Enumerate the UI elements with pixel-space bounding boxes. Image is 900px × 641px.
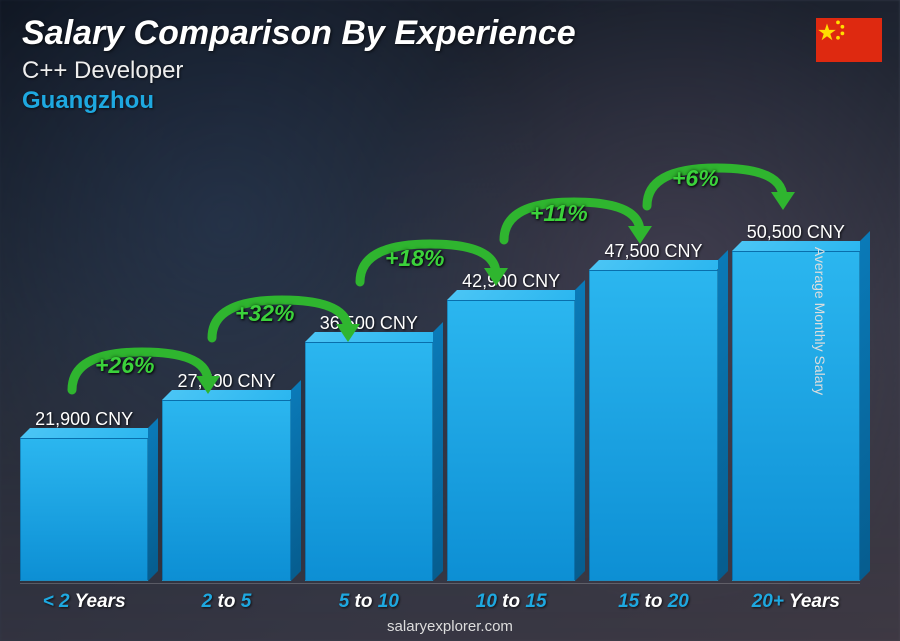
bar-front-face <box>447 300 575 581</box>
x-axis-label: 15 to 20 <box>589 591 717 613</box>
pct-change-label: +18% <box>385 245 444 272</box>
bar-slot: 21,900 CNY <box>20 409 148 581</box>
bar-front-face <box>589 270 717 581</box>
bar-top-face <box>162 390 300 400</box>
bar-side-face <box>148 418 158 581</box>
bar-slot: 36,500 CNY <box>305 313 433 581</box>
pct-change-label: +32% <box>235 300 294 327</box>
pct-change-label: +26% <box>95 352 154 379</box>
bar-top-face <box>20 428 158 438</box>
bar <box>732 251 860 581</box>
bar-slot: 47,500 CNY <box>589 241 717 581</box>
subtitle-job: C++ Developer <box>22 57 576 85</box>
bar-side-face <box>291 380 301 581</box>
bar-value-label: 50,500 CNY <box>747 222 845 243</box>
pct-change-label: +6% <box>672 165 719 192</box>
bar-top-face <box>447 290 585 300</box>
bar-front-face <box>305 342 433 581</box>
bar-top-face <box>305 332 443 342</box>
header: Salary Comparison By Experience C++ Deve… <box>22 14 576 115</box>
bar-value-label: 47,500 CNY <box>604 241 702 262</box>
bar-front-face <box>20 438 148 581</box>
bar-value-label: 27,700 CNY <box>177 371 275 392</box>
china-flag-icon <box>816 18 882 62</box>
bar-value-label: 36,500 CNY <box>320 313 418 334</box>
x-axis-label: 2 to 5 <box>162 591 290 613</box>
bar-front-face <box>162 400 290 581</box>
bar-value-label: 21,900 CNY <box>35 409 133 430</box>
x-axis-label: 5 to 10 <box>305 591 433 613</box>
bar-side-face <box>575 280 585 581</box>
bar-side-face <box>718 250 728 581</box>
x-axis-labels: < 2 Years 2 to 5 5 to 10 10 to 15 15 to 20 20… <box>20 591 860 613</box>
bar-top-face <box>732 241 870 251</box>
x-axis-label: 20+ Years <box>732 591 860 613</box>
bar-front-face <box>732 251 860 581</box>
bar-side-face <box>860 231 870 581</box>
y-axis-label: Average Monthly Salary <box>812 246 828 394</box>
bar-slot: 27,700 CNY <box>162 371 290 581</box>
bar <box>20 438 148 581</box>
baseline <box>20 583 860 584</box>
bar-top-face <box>589 260 727 270</box>
footer-source: salaryexplorer.com <box>0 618 900 635</box>
x-axis-label: < 2 Years <box>20 591 148 613</box>
bar-side-face <box>433 322 443 581</box>
bar <box>162 400 290 581</box>
bar <box>589 270 717 581</box>
subtitle-city: Guangzhou <box>22 87 576 115</box>
bar-slot: 50,500 CNY <box>732 222 860 581</box>
x-axis-label: 10 to 15 <box>447 591 575 613</box>
page-title: Salary Comparison By Experience <box>22 14 576 53</box>
pct-change-label: +11% <box>530 200 588 227</box>
bar <box>447 300 575 581</box>
bar <box>305 342 433 581</box>
bar-slot: 42,900 CNY <box>447 271 575 581</box>
bar-value-label: 42,900 CNY <box>462 271 560 292</box>
